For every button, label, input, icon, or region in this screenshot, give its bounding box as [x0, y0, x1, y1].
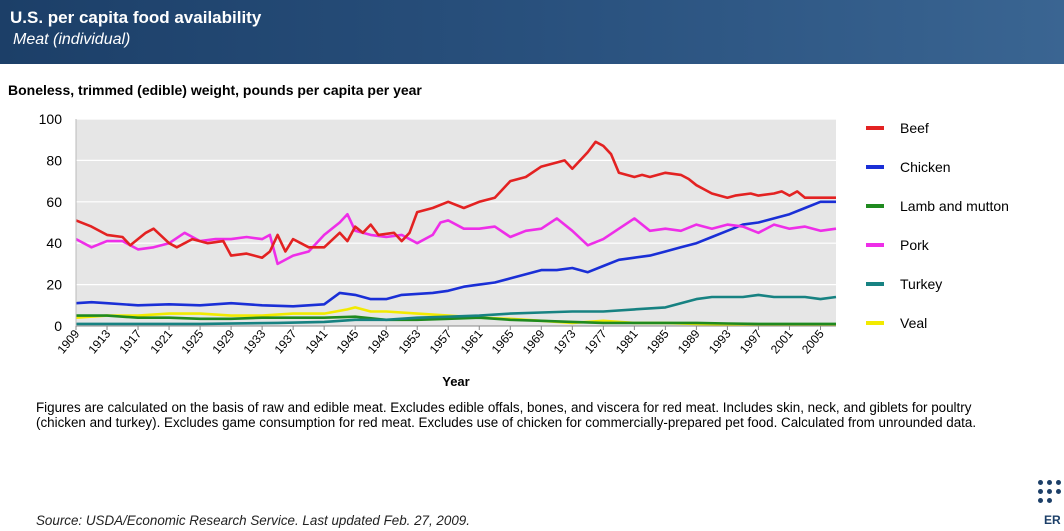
y-tick-label: 40 — [46, 235, 62, 251]
ers-logo: ER — [1036, 476, 1064, 531]
gridlines — [76, 118, 836, 286]
logo-text: ER — [1044, 513, 1061, 527]
legend-label: Beef — [900, 120, 929, 136]
y-tick-label: 60 — [46, 194, 62, 210]
source-text: Source: USDA/Economic Research Service. … — [36, 513, 470, 528]
legend-label: Turkey — [900, 276, 942, 292]
x-tick-label: 1989 — [675, 327, 703, 357]
header-banner: U.S. per capita food availability Meat (… — [0, 0, 1064, 64]
x-tick-label: 1965 — [489, 327, 517, 357]
x-tick-label: 1925 — [178, 327, 206, 357]
x-tick-label: 1945 — [334, 327, 362, 357]
x-tick-label: 1957 — [427, 327, 455, 357]
y-tick-label: 80 — [46, 152, 62, 168]
y-tick-label: 0 — [54, 318, 62, 334]
x-tick-label: 1937 — [272, 327, 300, 357]
x-tick-label: 1973 — [551, 327, 579, 357]
x-tick-label: 1913 — [85, 327, 113, 357]
series-lines — [75, 140, 837, 327]
series-line-pork — [75, 212, 837, 266]
series-line-turkey — [76, 293, 837, 326]
series-line-lamb-and-mutton — [76, 314, 836, 326]
x-tick-label: 1981 — [613, 327, 641, 357]
y-tick-label: 20 — [46, 277, 62, 293]
footnote-text: Figures are calculated on the basis of r… — [36, 400, 977, 430]
x-tick-label: 1977 — [582, 327, 610, 357]
x-tick-label: 1993 — [706, 327, 734, 357]
chart-title: U.S. per capita food availability — [10, 8, 262, 27]
legend-label: Lamb and mutton — [900, 198, 1009, 214]
x-tick-label: 1921 — [147, 327, 175, 357]
y-axis-description: Boneless, trimmed (edible) weight, pound… — [8, 82, 422, 98]
plot-area — [76, 119, 836, 326]
x-tick-label: 2001 — [768, 327, 796, 357]
series-line-beef — [75, 140, 836, 259]
chart-subtitle: Meat (individual) — [13, 31, 131, 48]
x-tick-label: 1933 — [241, 327, 269, 357]
x-tick-label: 1969 — [520, 327, 548, 357]
legend-label: Veal — [900, 315, 927, 331]
x-tick-label: 1997 — [737, 327, 765, 357]
x-tick-label: 1917 — [116, 327, 144, 357]
x-axis-label: Year — [442, 374, 469, 389]
x-tick-label: 1949 — [365, 327, 393, 357]
legend-label: Chicken — [900, 159, 951, 175]
x-tick-label: 1941 — [303, 327, 331, 357]
series-line-chicken — [75, 200, 836, 308]
y-tick-label: 100 — [39, 111, 63, 127]
legend: Beef Chicken Lamb and mutton Pork Turkey Veal — [866, 120, 1009, 331]
legend-label: Pork — [900, 237, 930, 253]
x-tick-label: 2005 — [799, 327, 827, 357]
x-tick-label: 1929 — [210, 327, 238, 357]
x-tick-label: 1961 — [458, 327, 486, 357]
x-tick-label: 1953 — [396, 327, 424, 357]
x-tick-label: 1985 — [644, 327, 672, 357]
